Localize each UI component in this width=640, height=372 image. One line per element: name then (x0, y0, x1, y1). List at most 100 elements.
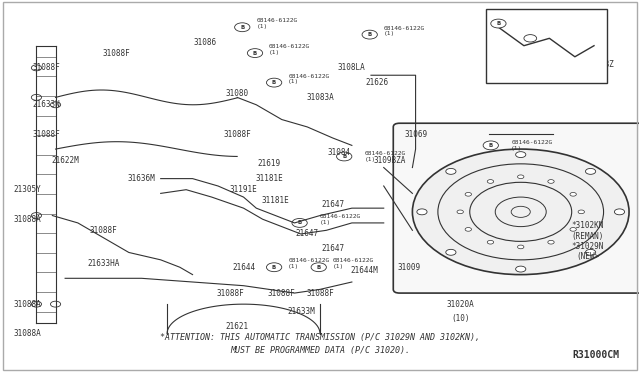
Text: 08146-6122G
(1): 08146-6122G (1) (269, 44, 310, 55)
Circle shape (31, 94, 42, 100)
Text: 08146-6122G
(1): 08146-6122G (1) (256, 18, 298, 29)
Text: 08146-6122G
(1): 08146-6122G (1) (288, 258, 330, 269)
Text: B: B (367, 32, 372, 37)
Text: 31083A: 31083A (306, 93, 334, 102)
Text: 3109BZA: 3109BZA (374, 155, 406, 165)
Text: 31088F: 31088F (268, 289, 296, 298)
Circle shape (570, 228, 577, 231)
Text: 31191E: 31191E (230, 185, 257, 194)
Text: 08146-6122G
(1): 08146-6122G (1) (288, 74, 330, 84)
Text: 3109BZ: 3109BZ (586, 60, 614, 69)
Text: 31181E: 31181E (255, 174, 283, 183)
Circle shape (516, 152, 526, 158)
Text: 21621: 21621 (225, 322, 249, 331)
Text: B: B (342, 154, 346, 159)
Text: 21647: 21647 (321, 244, 344, 253)
Circle shape (487, 240, 493, 244)
Text: 21626: 21626 (366, 78, 389, 87)
Text: B: B (272, 265, 276, 270)
Text: 31088F: 31088F (217, 289, 244, 298)
Circle shape (417, 209, 427, 215)
Circle shape (311, 263, 326, 272)
Text: 31088F: 31088F (306, 289, 334, 298)
Circle shape (31, 301, 42, 307)
Circle shape (483, 141, 499, 150)
Text: 31088A: 31088A (13, 215, 41, 224)
Text: 08146-6122G
(1): 08146-6122G (1) (333, 258, 374, 269)
Circle shape (266, 263, 282, 272)
Text: 31080: 31080 (225, 89, 249, 98)
Circle shape (362, 30, 378, 39)
Circle shape (465, 228, 472, 231)
Text: 31088F: 31088F (223, 130, 251, 139)
Circle shape (518, 175, 524, 179)
Circle shape (412, 149, 629, 275)
Circle shape (570, 192, 577, 196)
Text: 31088F: 31088F (90, 226, 117, 235)
Circle shape (586, 249, 596, 255)
Circle shape (446, 169, 456, 174)
Circle shape (457, 210, 463, 214)
Text: 31084: 31084 (328, 148, 351, 157)
Text: 21647: 21647 (296, 230, 319, 238)
Circle shape (31, 212, 42, 218)
Text: 31082E-
31082E: 31082E- 31082E (495, 32, 527, 52)
Circle shape (548, 240, 554, 244)
Circle shape (465, 192, 472, 196)
Text: *ATTENTION: THIS AUTOMATIC TRANSMISSION (P/C 31029N AND 3102KN),: *ATTENTION: THIS AUTOMATIC TRANSMISSION … (160, 333, 480, 342)
FancyBboxPatch shape (394, 123, 640, 293)
Text: B: B (496, 21, 500, 26)
Text: *3102KN
(REMAN)
*31029N
(NEW>: *3102KN (REMAN) *31029N (NEW> (572, 221, 604, 262)
Circle shape (524, 35, 537, 42)
Text: 08146-6122G
(1): 08146-6122G (1) (365, 151, 406, 162)
Text: 21622M: 21622M (51, 155, 79, 165)
Text: 21647: 21647 (321, 200, 344, 209)
Text: B: B (253, 51, 257, 55)
Circle shape (51, 102, 61, 108)
Text: R31000CM: R31000CM (573, 350, 620, 359)
Circle shape (235, 23, 250, 32)
Text: 08146-6122G
(1): 08146-6122G (1) (384, 26, 425, 36)
Bar (486, 9, 607, 83)
Circle shape (266, 78, 282, 87)
Circle shape (487, 180, 493, 183)
Circle shape (292, 218, 307, 227)
Text: 31088A: 31088A (13, 300, 41, 309)
Text: 21633HA: 21633HA (87, 259, 120, 268)
Text: 31088F: 31088F (32, 130, 60, 139)
Text: 21305Y: 21305Y (13, 185, 41, 194)
Circle shape (548, 180, 554, 183)
Text: 31088A: 31088A (13, 329, 41, 338)
Circle shape (51, 301, 61, 307)
Text: 21644: 21644 (232, 263, 255, 272)
Text: B: B (240, 25, 244, 30)
Text: 08146-6122G
(1): 08146-6122G (1) (320, 214, 361, 225)
Circle shape (337, 152, 352, 161)
Text: B: B (272, 80, 276, 85)
Text: 31009: 31009 (397, 263, 420, 272)
Text: 31088F: 31088F (32, 63, 60, 72)
Circle shape (516, 266, 526, 272)
Text: B: B (317, 265, 321, 270)
Text: 31181E: 31181E (262, 196, 289, 205)
Circle shape (247, 49, 262, 58)
Text: B: B (489, 143, 493, 148)
Text: 21619: 21619 (257, 159, 280, 169)
Text: 31069: 31069 (404, 130, 427, 139)
Text: 31086: 31086 (194, 38, 217, 46)
Text: 08146-6122G
(1): 08146-6122G (1) (511, 140, 552, 151)
Text: 3108LA: 3108LA (338, 63, 365, 72)
Text: 21644M: 21644M (351, 266, 378, 275)
Text: MUST BE PROGRAMMED DATA (P/C 31020).: MUST BE PROGRAMMED DATA (P/C 31020). (230, 346, 410, 355)
Text: 31020A: 31020A (446, 300, 474, 309)
Circle shape (578, 210, 584, 214)
Text: 21633N: 21633N (32, 100, 60, 109)
Circle shape (491, 19, 506, 28)
Circle shape (586, 169, 596, 174)
Circle shape (31, 65, 42, 71)
Text: 21633M: 21633M (287, 307, 315, 316)
Text: (10): (10) (451, 314, 469, 323)
Circle shape (518, 245, 524, 249)
Text: 31636M: 31636M (128, 174, 156, 183)
Text: B: B (298, 221, 301, 225)
